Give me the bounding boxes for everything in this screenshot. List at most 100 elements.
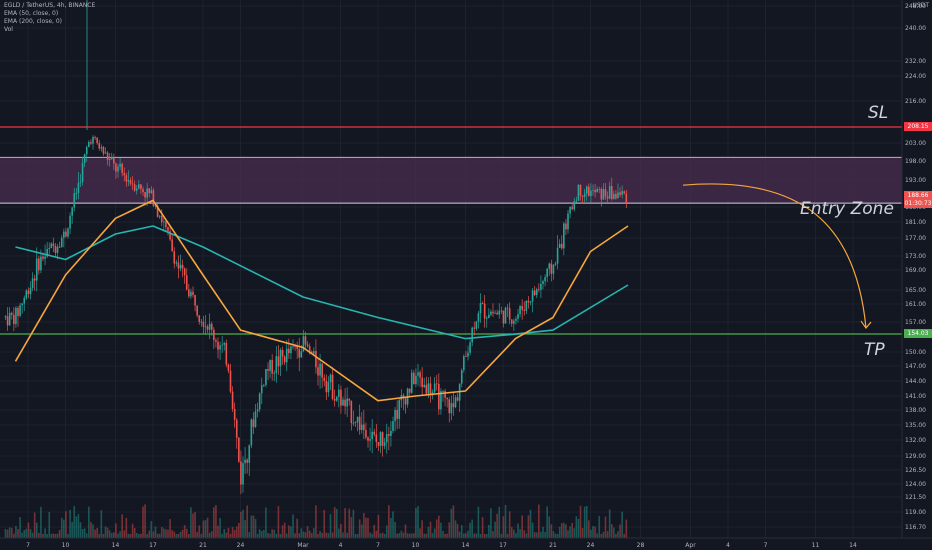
volume-bar: [617, 531, 619, 538]
candle-body: [294, 346, 296, 348]
price-tick: 135.00: [905, 422, 926, 429]
volume-bar: [252, 515, 255, 538]
candle-body: [150, 190, 153, 194]
volume-bar: [440, 522, 442, 538]
candle-body: [160, 215, 163, 223]
volume-bar: [204, 520, 207, 538]
candles: [4, 135, 628, 494]
volume-bar: [621, 511, 623, 538]
candle-body: [590, 190, 592, 197]
volume-bar: [169, 519, 171, 538]
volume-bar: [315, 505, 317, 538]
candle-body: [169, 231, 171, 240]
volume-bar: [63, 519, 65, 538]
volume-bar: [329, 514, 332, 538]
candle-body: [354, 422, 357, 424]
volume-bar: [8, 527, 11, 538]
time-tick: 21: [549, 542, 557, 549]
volume-bar: [144, 504, 146, 538]
volume-bar: [600, 533, 603, 538]
candle-body: [277, 356, 280, 367]
candle-body: [456, 397, 459, 401]
volume-bar: [200, 533, 203, 538]
candle-body: [548, 263, 551, 269]
ema200-legend[interactable]: EMA (200, close, 0): [4, 18, 63, 25]
volume-bar: [540, 531, 542, 538]
candle-body: [27, 290, 30, 295]
candle-body: [244, 459, 246, 464]
volume-bar: [258, 529, 261, 538]
volume-bar: [25, 528, 28, 538]
candle-body: [300, 351, 303, 358]
candle-body: [535, 289, 538, 296]
volume-bar: [371, 533, 373, 538]
volume-bar: [271, 529, 273, 538]
candle-body: [194, 294, 196, 306]
candle-body: [183, 268, 186, 276]
candle-body: [267, 369, 269, 371]
candle-body: [208, 323, 211, 330]
volume-bar: [13, 533, 15, 538]
candle-body: [171, 239, 173, 252]
volume-bars: [4, 504, 628, 538]
volume-bar: [54, 533, 57, 538]
volume-bar: [208, 532, 211, 538]
candle-body: [602, 189, 605, 200]
volume-bar: [602, 531, 605, 538]
candle-body: [129, 180, 132, 184]
price-tick: 132.00: [905, 437, 926, 444]
candle-body: [473, 327, 476, 329]
ema50-legend[interactable]: EMA (50, close, 0): [4, 10, 59, 17]
candle-body: [10, 312, 13, 315]
price-tick: 126.50: [905, 467, 926, 474]
volume-bar: [473, 533, 476, 538]
volume-bar: [288, 525, 290, 538]
candle-body: [581, 195, 584, 197]
candle-body: [146, 188, 148, 198]
time-tick: 17: [499, 542, 507, 549]
candle-body: [156, 205, 159, 217]
candle-body: [154, 205, 157, 207]
volume-bar: [560, 523, 563, 538]
candle-body: [35, 258, 38, 281]
time-tick: 14: [112, 542, 120, 549]
volume-bar: [510, 527, 513, 538]
candle-body: [167, 227, 169, 232]
volume-bar: [394, 521, 396, 538]
candle-body: [190, 291, 192, 297]
volume-bar: [385, 525, 388, 538]
volume-bar: [33, 512, 36, 538]
candle-body: [175, 262, 178, 264]
levels: [0, 0, 902, 335]
volume-bar: [354, 533, 357, 538]
volume-bar: [613, 527, 615, 538]
candle-body: [179, 264, 182, 269]
volume-bar: [604, 516, 607, 538]
candle-body: [233, 408, 236, 420]
volume-bar: [444, 533, 446, 538]
price-tick: 169.00: [905, 267, 926, 274]
price-tick: 165.00: [905, 287, 926, 294]
volume-bar: [433, 528, 436, 538]
candle-body: [142, 188, 144, 193]
candle-body: [517, 314, 519, 319]
volume-bar: [346, 532, 348, 538]
candle-body: [492, 311, 494, 314]
candle-body: [106, 152, 109, 160]
candle-body: [50, 243, 53, 248]
candle-body: [94, 136, 96, 138]
price-tick: 144.00: [905, 378, 926, 385]
candle-body: [498, 310, 501, 315]
volume-bar: [177, 533, 180, 538]
volume-bar: [275, 533, 278, 538]
candle-body: [19, 305, 21, 316]
candle-body: [452, 403, 455, 408]
volume-bar: [458, 531, 461, 538]
candle-body: [302, 336, 305, 352]
candle-body: [413, 372, 415, 385]
vol-legend[interactable]: Vol: [4, 26, 13, 33]
volume-bar: [15, 525, 17, 538]
volume-bar: [156, 533, 159, 538]
volume-bar: [248, 532, 251, 538]
